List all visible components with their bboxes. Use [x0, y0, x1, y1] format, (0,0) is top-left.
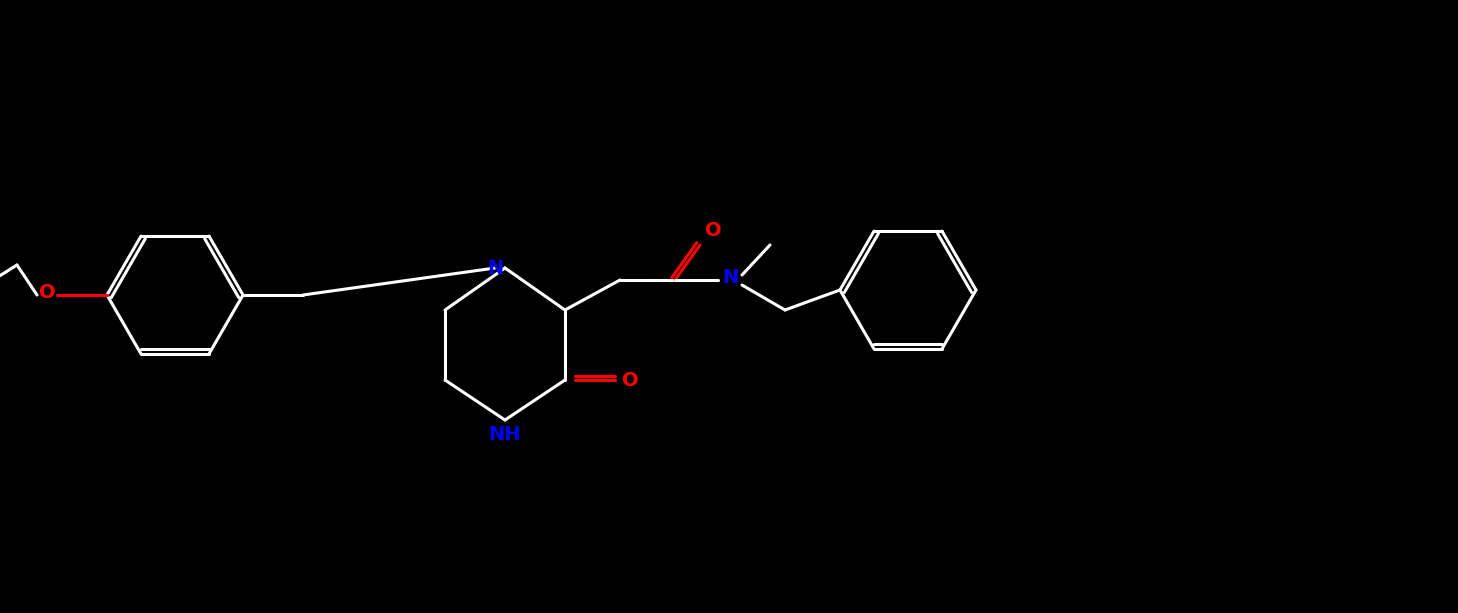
Text: O: O [704, 221, 722, 240]
Text: N: N [487, 259, 503, 278]
Text: N: N [722, 267, 738, 286]
Text: O: O [39, 283, 55, 302]
Text: O: O [621, 370, 639, 389]
Text: NH: NH [488, 425, 522, 444]
